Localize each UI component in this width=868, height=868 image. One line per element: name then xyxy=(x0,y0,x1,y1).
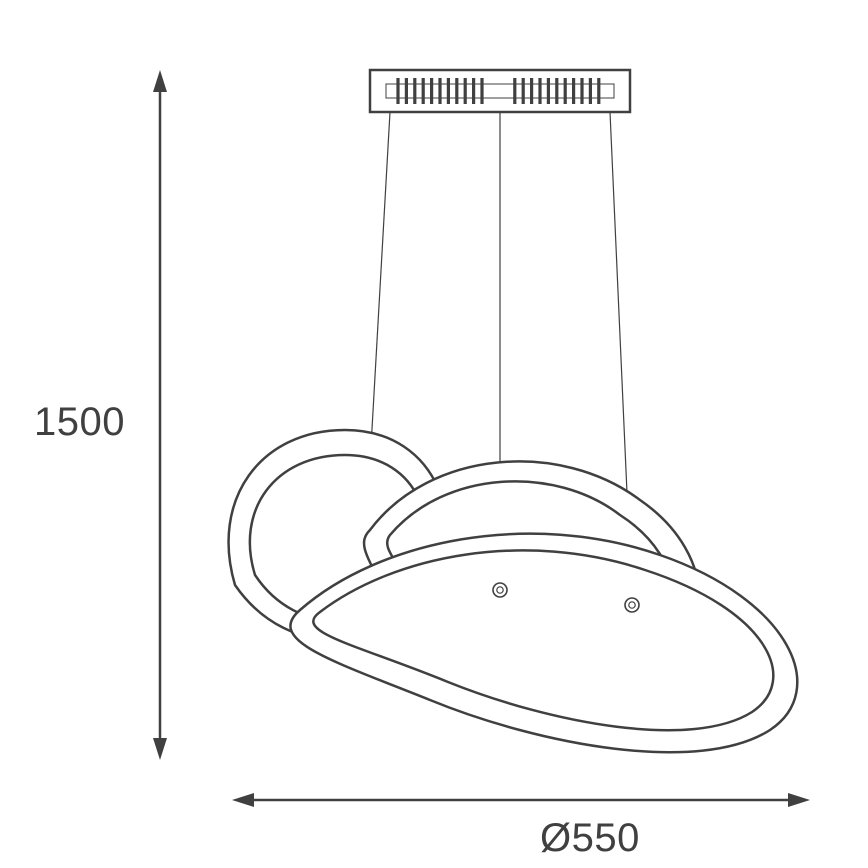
height-dimension-label: 1500 xyxy=(34,400,125,445)
diagram-root: 1500 Ø550 xyxy=(0,0,868,868)
technical-drawing-svg xyxy=(0,0,868,868)
width-dimension-label: Ø550 xyxy=(540,816,640,861)
